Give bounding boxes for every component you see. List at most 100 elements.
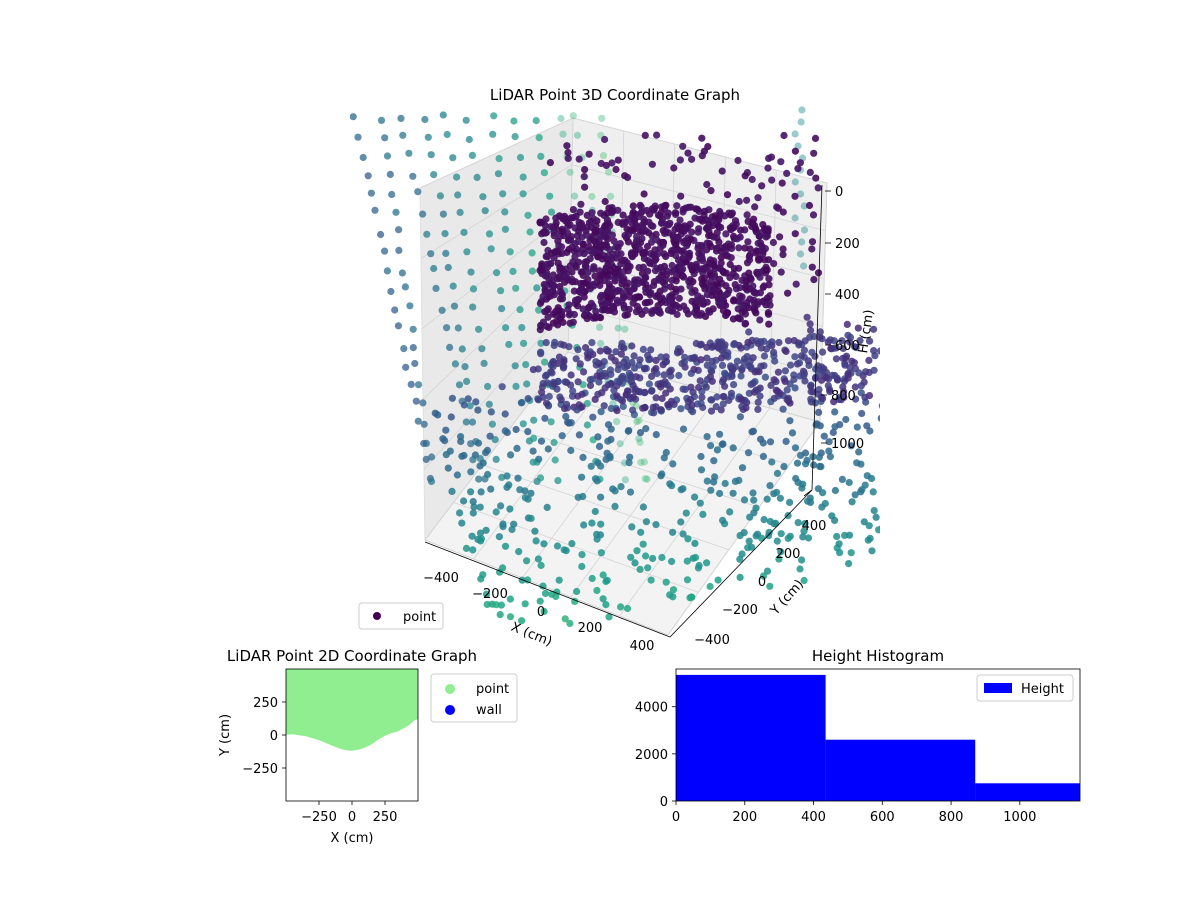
cloud-point bbox=[784, 534, 792, 543]
cloud-point bbox=[578, 223, 586, 231]
cloud-point bbox=[677, 405, 685, 413]
cloud-point bbox=[713, 393, 721, 401]
cloud-point bbox=[534, 396, 543, 404]
cloud-point bbox=[542, 215, 550, 223]
cloud-point bbox=[438, 306, 446, 314]
cloud-point bbox=[680, 273, 688, 281]
cloud-point bbox=[400, 345, 408, 353]
cloud-point bbox=[587, 462, 595, 470]
cloud-point bbox=[838, 337, 846, 345]
cloud-point bbox=[597, 159, 605, 168]
cloud-point bbox=[748, 175, 756, 184]
cloud-point bbox=[648, 160, 657, 168]
cloud-point bbox=[765, 256, 773, 264]
cloud-point bbox=[648, 387, 656, 395]
cloud-point bbox=[359, 153, 367, 162]
cloud-point bbox=[817, 449, 825, 457]
cloud-point bbox=[503, 472, 511, 480]
chart-3d-ztick: 1000 bbox=[831, 437, 864, 452]
cloud-point bbox=[545, 323, 553, 331]
cloud-point bbox=[367, 189, 375, 197]
cloud-point bbox=[623, 287, 631, 296]
cloud-point bbox=[853, 459, 861, 467]
cloud-point bbox=[673, 310, 681, 319]
cloud-point bbox=[427, 477, 436, 486]
cloud-point bbox=[687, 263, 695, 271]
cloud-point bbox=[613, 296, 621, 304]
cloud-point bbox=[623, 311, 632, 319]
cloud-point bbox=[492, 455, 500, 463]
cloud-point bbox=[597, 291, 606, 299]
cloud-point bbox=[641, 475, 649, 483]
cloud-point bbox=[524, 576, 532, 584]
cloud-point bbox=[597, 271, 605, 279]
cloud-point bbox=[575, 258, 583, 266]
cloud-point bbox=[900, 553, 907, 560]
cloud-point bbox=[846, 338, 854, 346]
cloud-point bbox=[453, 471, 461, 479]
cloud-point bbox=[565, 236, 573, 244]
cloud-point bbox=[539, 292, 547, 301]
histogram-title: Height Histogram bbox=[812, 647, 944, 665]
cloud-point bbox=[487, 245, 495, 253]
cloud-point bbox=[737, 344, 745, 352]
cloud-point bbox=[551, 456, 559, 464]
cloud-point bbox=[535, 134, 543, 142]
cloud-point bbox=[461, 363, 469, 371]
cloud-point bbox=[608, 302, 616, 310]
cloud-point bbox=[608, 261, 616, 269]
cloud-point bbox=[599, 595, 607, 603]
cloud-point bbox=[719, 516, 727, 525]
cloud-point bbox=[759, 452, 768, 460]
cloud-point bbox=[541, 358, 549, 366]
cloud-point bbox=[493, 269, 501, 277]
cloud-point bbox=[865, 522, 873, 530]
cloud-point bbox=[907, 547, 914, 554]
cloud-point bbox=[794, 165, 802, 173]
cloud-point bbox=[463, 377, 471, 385]
cloud-point bbox=[856, 337, 864, 345]
cloud-point bbox=[519, 190, 527, 198]
cloud-point bbox=[474, 439, 483, 447]
cloud-point bbox=[744, 338, 752, 346]
cloud-point bbox=[673, 222, 682, 230]
cloud-point bbox=[641, 131, 649, 139]
cloud-point bbox=[516, 486, 524, 494]
cloud-point bbox=[884, 525, 891, 532]
cloud-point bbox=[668, 261, 676, 270]
cloud-point bbox=[887, 546, 894, 553]
cloud-point bbox=[766, 438, 775, 446]
cloud-point bbox=[737, 395, 745, 403]
cloud-point bbox=[597, 408, 605, 416]
cloud-point bbox=[744, 217, 752, 225]
cloud-point bbox=[708, 377, 716, 385]
cloud-point bbox=[675, 371, 683, 380]
chart-3d-xtick: −400 bbox=[423, 571, 459, 586]
cloud-point bbox=[744, 544, 752, 552]
chart-3d-ztick: 800 bbox=[831, 389, 856, 404]
cloud-point bbox=[638, 207, 646, 216]
cloud-point bbox=[752, 247, 761, 255]
cloud-point bbox=[469, 509, 477, 517]
cloud-point bbox=[422, 439, 430, 447]
cloud-point bbox=[842, 415, 850, 424]
chart-2d-ylabel: Y (cm) bbox=[218, 714, 233, 757]
cloud-point bbox=[758, 245, 766, 254]
cloud-point bbox=[793, 459, 802, 467]
cloud-point bbox=[816, 333, 824, 341]
cloud-point bbox=[477, 575, 485, 583]
cloud-point bbox=[542, 371, 551, 379]
chart-3d-xtick: 0 bbox=[537, 605, 545, 620]
cloud-point bbox=[559, 130, 567, 138]
cloud-point bbox=[691, 553, 700, 562]
cloud-point bbox=[871, 352, 879, 360]
chart-3d-ztick: 200 bbox=[835, 237, 860, 252]
cloud-point bbox=[687, 235, 695, 243]
cloud-point bbox=[652, 521, 660, 529]
cloud-point bbox=[811, 134, 820, 142]
cloud-point bbox=[689, 354, 697, 362]
cloud-point bbox=[841, 361, 849, 369]
cloud-point bbox=[791, 192, 799, 200]
cloud-point bbox=[462, 544, 471, 553]
cloud-point bbox=[623, 375, 631, 383]
